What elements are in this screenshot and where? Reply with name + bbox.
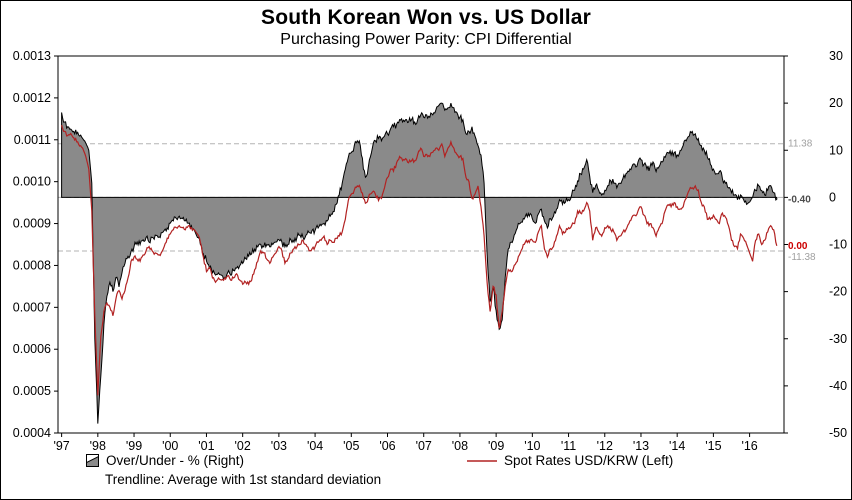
annotation--0.40: -0.40 bbox=[788, 194, 811, 205]
legend-label-over-under: Over/Under - % (Right) bbox=[106, 453, 245, 468]
svg-text:-20: -20 bbox=[829, 285, 847, 299]
svg-text:'02: '02 bbox=[235, 439, 251, 453]
svg-text:0.0013: 0.0013 bbox=[13, 49, 51, 63]
svg-text:'07: '07 bbox=[416, 439, 432, 453]
annotation-0.00: 0.00 bbox=[788, 241, 808, 252]
spot-rate-line bbox=[61, 124, 778, 396]
svg-text:'01: '01 bbox=[198, 439, 214, 453]
svg-text:-10: -10 bbox=[829, 238, 847, 252]
axes: 0.00130.00120.00110.00100.00090.00080.00… bbox=[13, 49, 847, 453]
svg-text:0: 0 bbox=[829, 190, 836, 204]
svg-text:0.0008: 0.0008 bbox=[13, 258, 51, 272]
svg-text:'97: '97 bbox=[53, 439, 69, 453]
page-subtitle: Purchasing Power Parity: CPI Differentia… bbox=[280, 31, 572, 48]
svg-text:'09: '09 bbox=[488, 439, 504, 453]
svg-text:-30: -30 bbox=[829, 332, 847, 346]
svg-text:0.0009: 0.0009 bbox=[13, 217, 51, 231]
svg-text:'03: '03 bbox=[271, 439, 287, 453]
area-series-swatch-icon bbox=[86, 454, 99, 467]
svg-text:20: 20 bbox=[829, 96, 843, 110]
value-annotations: 11.38 -0.40 0.00-11.38 bbox=[788, 139, 816, 263]
svg-text:'04: '04 bbox=[307, 439, 323, 453]
line-series-swatch-icon bbox=[467, 460, 497, 462]
svg-text:0.0011: 0.0011 bbox=[14, 133, 51, 147]
svg-text:30: 30 bbox=[829, 49, 843, 63]
area-swatch-fill bbox=[86, 455, 99, 467]
svg-text:'98: '98 bbox=[90, 439, 106, 453]
svg-text:'16: '16 bbox=[741, 439, 757, 453]
svg-text:0.0006: 0.0006 bbox=[13, 342, 51, 356]
svg-text:'06: '06 bbox=[379, 439, 395, 453]
svg-text:'10: '10 bbox=[524, 439, 540, 453]
svg-text:'15: '15 bbox=[705, 439, 721, 453]
page-title: South Korean Won vs. US Dollar bbox=[261, 6, 591, 29]
legend-item-spot-rates: Spot Rates USD/KRW (Left) bbox=[467, 453, 673, 468]
annotation-11.38: 11.38 bbox=[788, 139, 813, 150]
svg-text:-50: -50 bbox=[829, 426, 847, 440]
annotation--11.38: -11.38 bbox=[788, 252, 816, 263]
svg-text:'99: '99 bbox=[126, 439, 142, 453]
svg-text:'13: '13 bbox=[633, 439, 649, 453]
svg-text:0.0010: 0.0010 bbox=[13, 175, 51, 189]
svg-text:10: 10 bbox=[829, 143, 843, 157]
plot-border bbox=[57, 55, 785, 434]
legend-item-over-under: Over/Under - % (Right) bbox=[86, 453, 244, 468]
svg-text:0.0004: 0.0004 bbox=[13, 426, 51, 440]
trendline-note: Trendline: Average with 1st standard dev… bbox=[105, 472, 382, 487]
svg-text:-40: -40 bbox=[829, 379, 847, 393]
svg-text:'11: '11 bbox=[561, 439, 576, 453]
svg-text:'14: '14 bbox=[669, 439, 685, 453]
svg-text:'12: '12 bbox=[597, 439, 613, 453]
svg-text:'00: '00 bbox=[162, 439, 178, 453]
svg-text:0.0005: 0.0005 bbox=[13, 384, 51, 398]
over-under-area bbox=[61, 102, 778, 424]
svg-text:0.0007: 0.0007 bbox=[13, 300, 51, 314]
svg-text:'08: '08 bbox=[452, 439, 468, 453]
legend-label-spot-rates: Spot Rates USD/KRW (Left) bbox=[504, 453, 674, 468]
svg-text:0.0012: 0.0012 bbox=[13, 91, 51, 105]
svg-text:'05: '05 bbox=[343, 439, 359, 453]
